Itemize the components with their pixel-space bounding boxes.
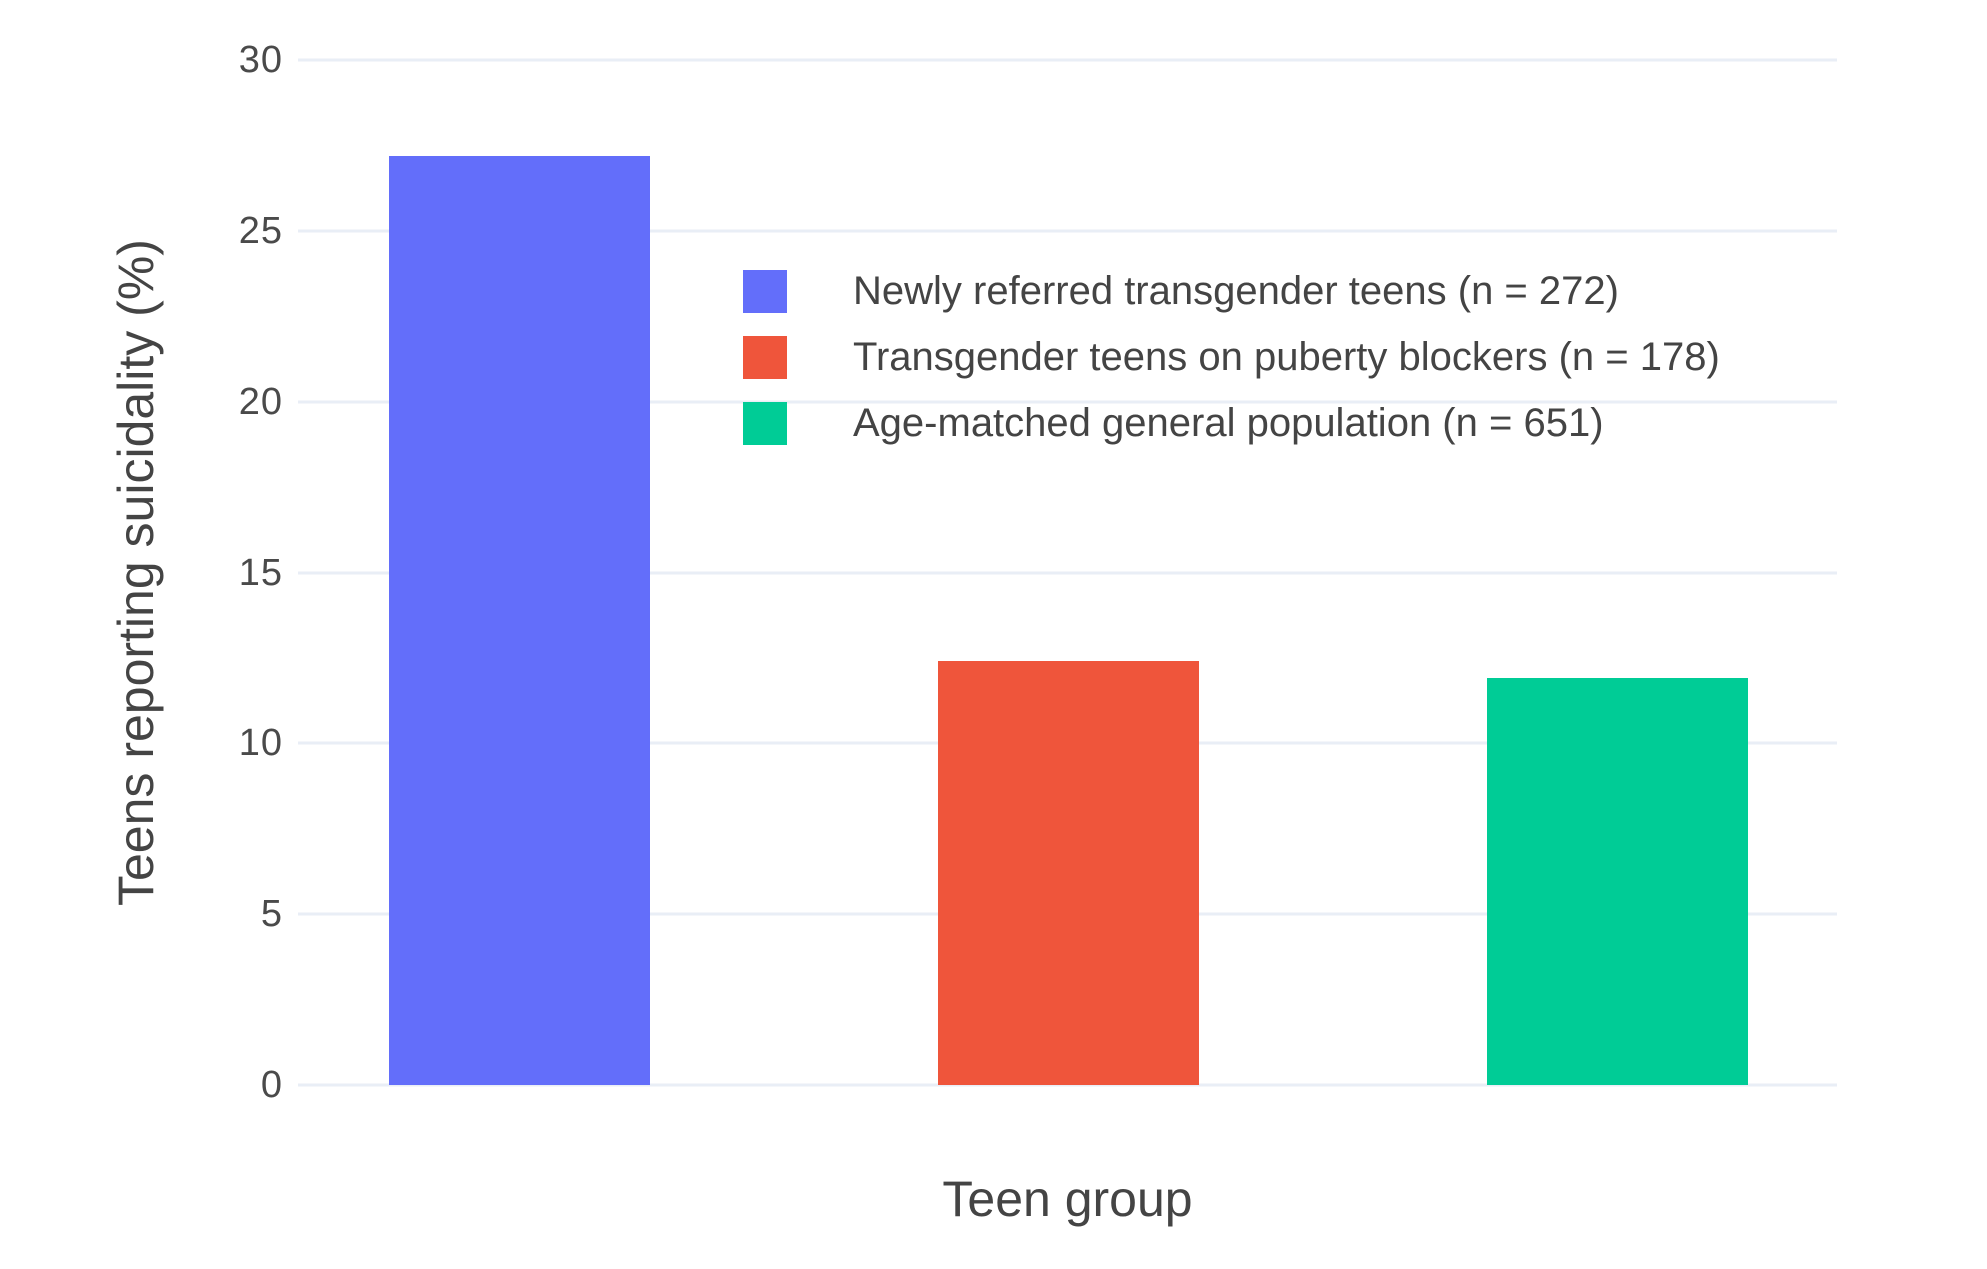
gridline xyxy=(298,229,1837,233)
bar[interactable] xyxy=(1487,678,1748,1085)
legend-swatch-icon xyxy=(743,335,787,379)
legend-item[interactable]: Age-matched general population (n = 651) xyxy=(743,390,1720,456)
legend-swatch-icon xyxy=(743,401,787,445)
y-tick-label: 0 xyxy=(260,1064,283,1106)
gridline xyxy=(298,400,1837,404)
y-tick-label: 15 xyxy=(238,551,283,594)
y-tick-label: 20 xyxy=(238,380,283,423)
bar[interactable] xyxy=(938,661,1199,1085)
plot-area xyxy=(298,58,1837,1087)
gridline xyxy=(298,58,1837,62)
legend-label: Transgender teens on puberty blockers (n… xyxy=(853,334,1720,379)
legend-label: Newly referred transgender teens (n = 27… xyxy=(853,268,1619,313)
x-axis-title: Teen group xyxy=(942,1171,1193,1227)
y-axis: 0 5 10 15 20 25 30 xyxy=(0,41,288,1104)
y-tick-label: 5 xyxy=(260,893,283,936)
legend-label: Age-matched general population (n = 651) xyxy=(853,400,1604,445)
legend: Newly referred transgender teens (n = 27… xyxy=(743,258,1720,456)
y-tick-label: 30 xyxy=(238,39,283,81)
legend-item[interactable]: Transgender teens on puberty blockers (n… xyxy=(743,324,1720,390)
y-tick-label: 25 xyxy=(238,209,283,252)
bar[interactable] xyxy=(389,155,650,1085)
gridline xyxy=(298,571,1837,574)
legend-item[interactable]: Newly referred transgender teens (n = 27… xyxy=(743,258,1720,324)
legend-swatch-icon xyxy=(743,269,787,313)
gridline xyxy=(298,1083,1837,1087)
y-tick-label: 10 xyxy=(238,722,283,765)
